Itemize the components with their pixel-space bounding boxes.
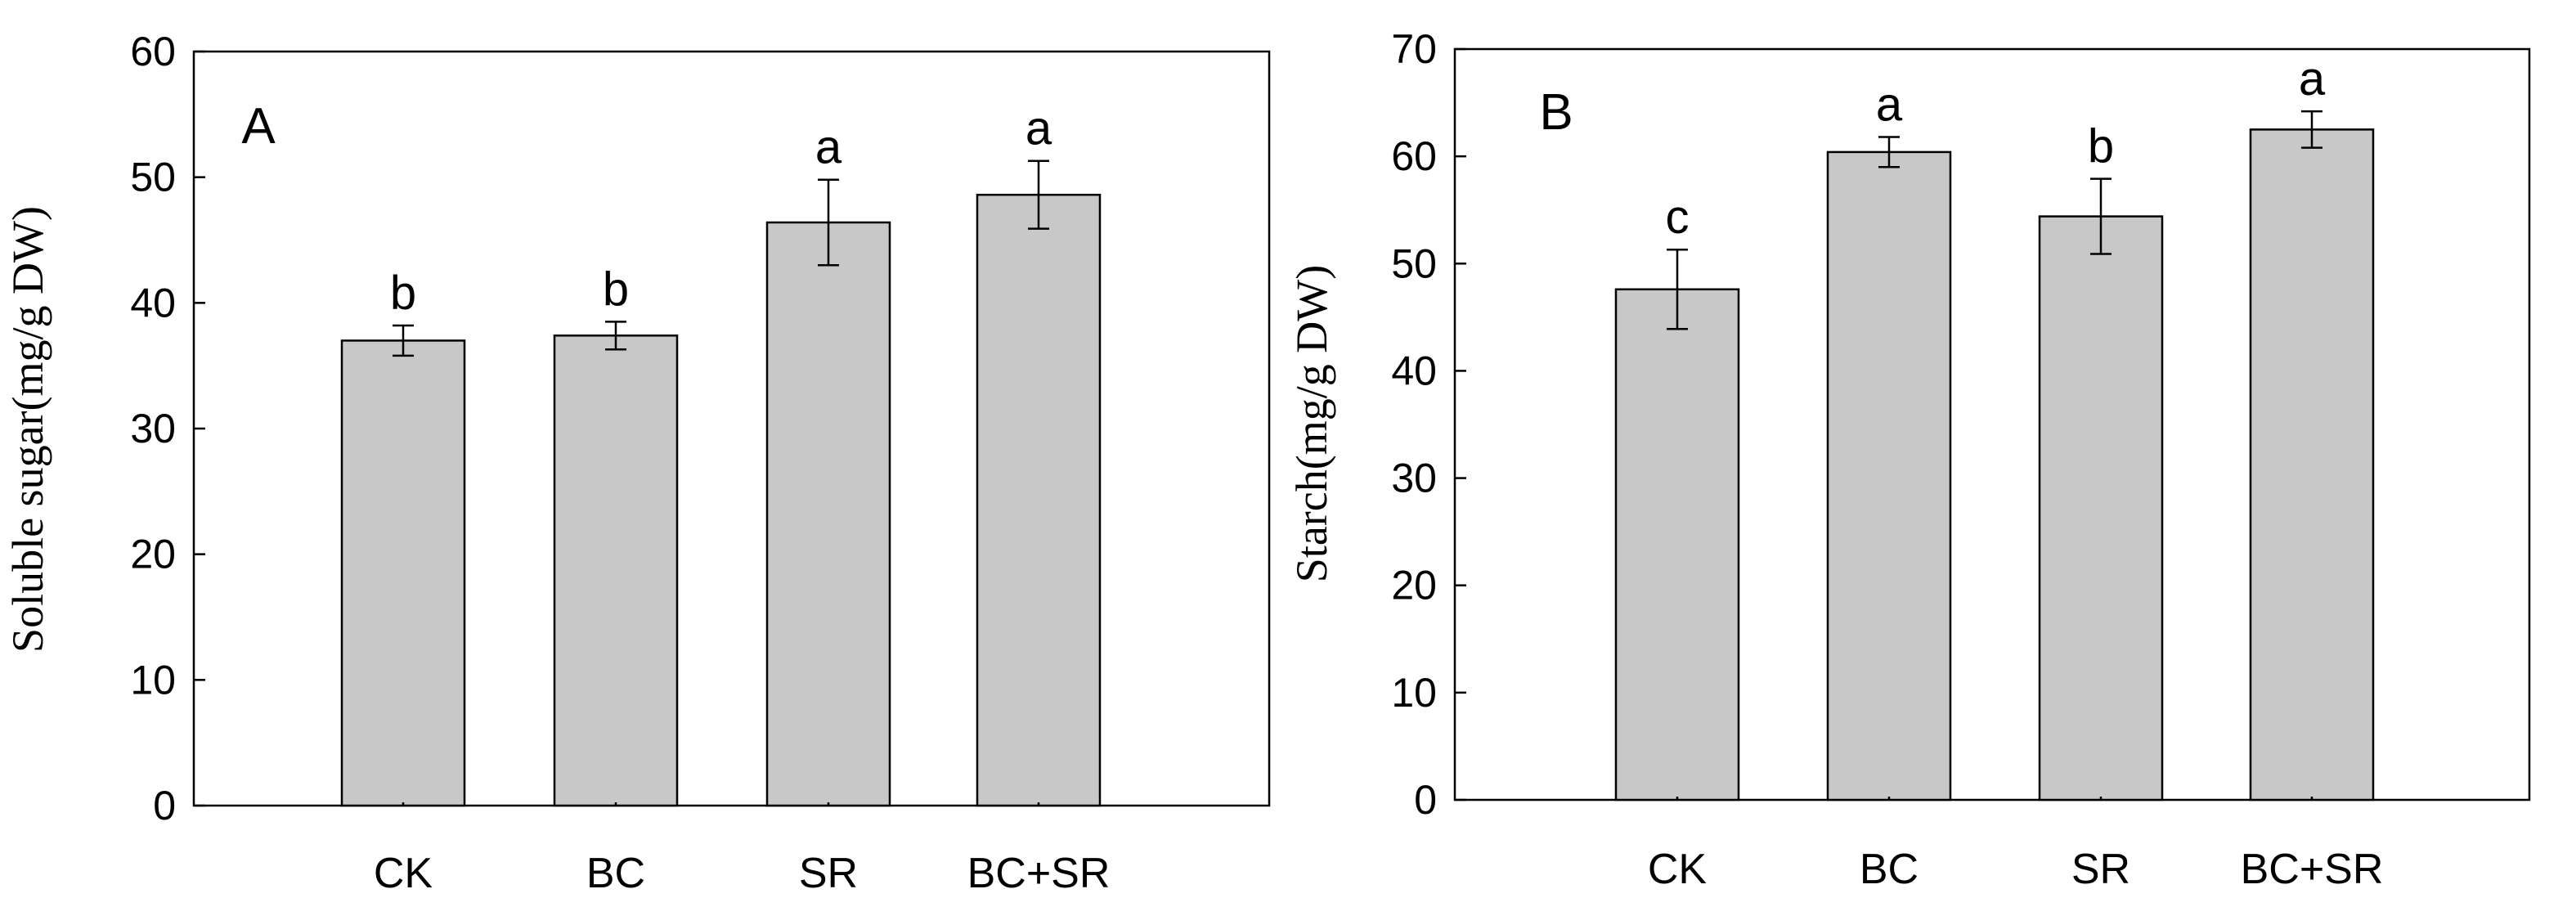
category-label: CK <box>374 850 433 897</box>
y-axis-label: Soluble sugar(mg/g DW) <box>3 206 52 653</box>
y-tick-label: 30 <box>1391 456 1437 501</box>
category-label: CK <box>1648 846 1708 893</box>
category-label: BC+SR <box>2241 846 2384 893</box>
significance-letter: b <box>2088 120 2114 173</box>
category-label: BC <box>586 850 645 897</box>
y-tick-label: 40 <box>1391 348 1437 393</box>
y-tick-label: 10 <box>1391 670 1437 716</box>
category-label: BC+SR <box>967 850 1111 897</box>
y-tick-label: 60 <box>1391 133 1437 179</box>
y-tick-label: 70 <box>1391 26 1437 72</box>
category-label: SR <box>799 850 858 897</box>
bar-bc <box>553 335 679 807</box>
y-tick-label: 60 <box>130 29 176 74</box>
bar-sr <box>765 221 891 807</box>
y-axis-label: Starch(mg/g DW) <box>1287 265 1336 582</box>
panel-label: B <box>1539 84 1573 141</box>
y-tick-label: 50 <box>1391 240 1437 286</box>
y-tick-label: 20 <box>1391 563 1437 608</box>
bar-bc-plus-sr <box>976 193 1102 807</box>
significance-letter: b <box>603 263 629 316</box>
bar-bc <box>1826 150 1952 802</box>
y-tick-label: 0 <box>153 783 176 828</box>
y-tick-label: 40 <box>130 280 176 326</box>
y-tick-label: 50 <box>130 155 176 200</box>
bar-ck <box>1614 288 1740 802</box>
bar-sr <box>2038 215 2164 802</box>
panel-a-chart: 0 10 20 30 40 50 60 b CK b BC a SR a BC+SR A Soluble sug… <box>3 29 1271 897</box>
y-tick-label: 30 <box>130 406 176 451</box>
category-label: BC <box>1860 846 1919 893</box>
panel-b-chart: 0 10 20 30 40 50 60 70 c CK a BC b SR a BC+SR B Starch(mg… <box>1287 26 2531 893</box>
y-tick-label: 20 <box>130 532 176 577</box>
significance-letter: a <box>1876 79 1903 132</box>
significance-letter: a <box>1025 102 1052 155</box>
significance-letter: a <box>815 121 842 174</box>
panel-label: A <box>241 98 276 155</box>
significance-letter: b <box>390 267 416 320</box>
y-tick-label: 0 <box>1414 777 1437 823</box>
y-tick-label: 10 <box>130 657 176 703</box>
plot-frame <box>1453 47 2531 802</box>
bar-bc-plus-sr <box>2249 128 2375 802</box>
significance-letter: c <box>1666 191 1690 244</box>
category-label: SR <box>2071 846 2130 893</box>
significance-letter: a <box>2299 52 2326 106</box>
bar-ck <box>340 339 466 807</box>
